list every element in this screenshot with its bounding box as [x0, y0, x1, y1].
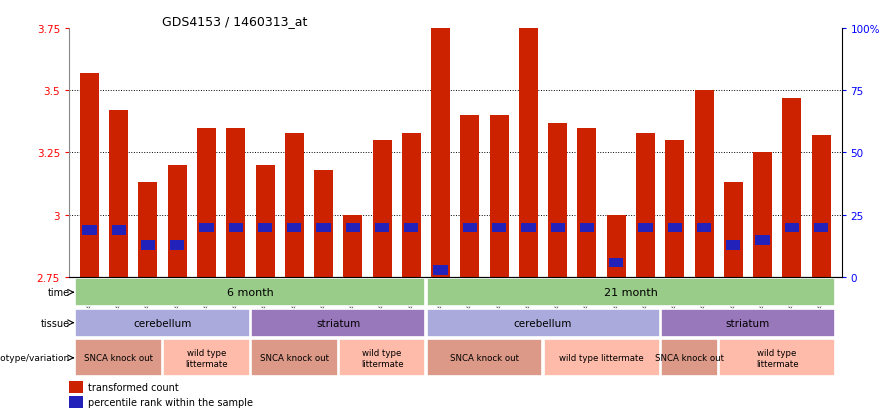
Bar [170, 240, 185, 250]
Bar [522, 223, 536, 233]
Bar [695, 91, 713, 278]
FancyBboxPatch shape [720, 339, 835, 376]
Bar [139, 183, 157, 278]
Text: percentile rank within the sample: percentile rank within the sample [88, 397, 254, 407]
Text: wild type
littermate: wild type littermate [361, 348, 403, 368]
Bar [606, 215, 626, 278]
Bar [580, 223, 594, 233]
Text: wild type
littermate: wild type littermate [756, 348, 798, 368]
FancyBboxPatch shape [339, 339, 425, 376]
Text: striatum: striatum [726, 318, 770, 328]
Bar [255, 166, 275, 278]
Bar [346, 223, 360, 233]
Bar [69, 381, 83, 393]
Text: SNCA knock out: SNCA knock out [260, 354, 329, 363]
Bar [756, 235, 770, 245]
Bar [492, 223, 507, 233]
Bar [285, 133, 304, 278]
FancyBboxPatch shape [251, 339, 338, 376]
FancyBboxPatch shape [427, 309, 659, 337]
Bar [697, 223, 711, 233]
Bar [667, 223, 682, 233]
Text: 6 month: 6 month [227, 287, 274, 297]
FancyBboxPatch shape [164, 339, 250, 376]
FancyBboxPatch shape [544, 339, 659, 376]
Bar [372, 141, 392, 278]
Bar [548, 123, 568, 278]
Bar [666, 141, 684, 278]
Text: transformed count: transformed count [88, 382, 179, 392]
Bar [229, 223, 243, 233]
Bar [636, 133, 655, 278]
Bar [814, 223, 828, 233]
Bar [111, 225, 126, 235]
FancyBboxPatch shape [75, 278, 425, 306]
Bar [519, 29, 538, 278]
FancyBboxPatch shape [427, 339, 543, 376]
FancyBboxPatch shape [75, 339, 162, 376]
Bar [404, 223, 418, 233]
Bar [812, 136, 831, 278]
Text: time: time [48, 287, 70, 297]
Bar [168, 166, 187, 278]
Bar [433, 266, 448, 275]
Bar [314, 171, 333, 278]
FancyBboxPatch shape [660, 339, 718, 376]
Bar [200, 223, 214, 233]
Bar [782, 98, 801, 278]
Bar [343, 215, 362, 278]
Bar [82, 225, 96, 235]
Bar [69, 278, 842, 401]
Text: GDS4153 / 1460313_at: GDS4153 / 1460313_at [162, 15, 307, 28]
Bar [461, 116, 479, 278]
FancyBboxPatch shape [660, 309, 835, 337]
Text: SNCA knock out: SNCA knock out [450, 354, 519, 363]
Bar [638, 223, 652, 233]
Text: genotype/variation: genotype/variation [0, 354, 70, 363]
Text: SNCA knock out: SNCA knock out [655, 354, 724, 363]
Bar [226, 128, 245, 278]
Bar [287, 223, 301, 233]
Bar [577, 128, 597, 278]
Text: SNCA knock out: SNCA knock out [84, 354, 153, 363]
Bar [80, 74, 99, 278]
Bar [375, 223, 389, 233]
Text: cerebellum: cerebellum [133, 318, 192, 328]
Bar [785, 223, 799, 233]
Bar [197, 128, 216, 278]
Bar [141, 240, 155, 250]
FancyBboxPatch shape [427, 278, 835, 306]
FancyBboxPatch shape [75, 309, 250, 337]
Text: tissue: tissue [41, 318, 70, 328]
Bar [402, 133, 421, 278]
Bar [726, 240, 741, 250]
Bar [609, 258, 623, 267]
Text: striatum: striatum [316, 318, 361, 328]
Bar [551, 223, 565, 233]
Bar [258, 223, 272, 233]
Bar [431, 29, 450, 278]
Bar [110, 111, 128, 278]
Text: cerebellum: cerebellum [514, 318, 572, 328]
Bar [724, 183, 743, 278]
Bar [462, 223, 477, 233]
Bar [490, 116, 508, 278]
Bar [316, 223, 331, 233]
Text: 21 month: 21 month [604, 287, 658, 297]
Text: wild type
littermate: wild type littermate [185, 348, 228, 368]
Bar [69, 396, 83, 408]
Bar [753, 153, 772, 278]
Text: wild type littermate: wild type littermate [560, 354, 644, 363]
FancyBboxPatch shape [251, 309, 425, 337]
